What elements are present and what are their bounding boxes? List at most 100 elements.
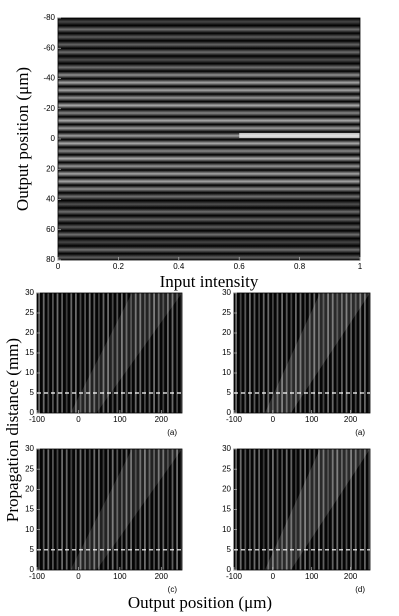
y-tick-label: 15: [25, 348, 34, 357]
heatmap-image: [37, 449, 182, 570]
stripe: [244, 449, 247, 570]
stripe: [79, 449, 82, 570]
stripe: [47, 293, 50, 413]
y-tick-label: 80: [46, 255, 55, 264]
stripe: [58, 162, 360, 170]
stripe: [121, 449, 123, 570]
stripe: [318, 293, 320, 413]
heatmap-image: [234, 449, 370, 570]
y-tick-label: 30: [25, 444, 34, 453]
y-tick-label: 10: [222, 368, 231, 377]
stripe: [58, 56, 360, 64]
stripe: [58, 147, 360, 155]
stripe: [258, 293, 260, 413]
stripe: [331, 449, 334, 570]
stripe: [276, 293, 279, 413]
stripe: [58, 215, 360, 224]
stripe: [267, 293, 270, 413]
stripe: [345, 449, 348, 570]
stripe: [58, 185, 360, 193]
x-tick-label: 0: [76, 415, 81, 424]
stripe: [153, 293, 155, 413]
y-tick-label: 10: [25, 368, 34, 377]
stripe: [285, 293, 288, 413]
stripe: [58, 200, 360, 208]
stripe: [318, 449, 320, 570]
stripe: [58, 109, 360, 117]
stripe: [58, 25, 360, 34]
panel-label: (a): [167, 428, 177, 437]
beam: [264, 449, 370, 570]
stripe: [364, 293, 366, 413]
stripe: [58, 116, 360, 125]
stripe: [107, 449, 109, 570]
stripe: [249, 293, 251, 413]
stripe: [116, 293, 119, 413]
y-tick-label: 40: [46, 195, 55, 204]
y-axis-label: Output position (μm): [13, 67, 32, 211]
x-axis-label: Input intensity: [160, 272, 259, 291]
highlight: [239, 132, 360, 138]
stripe: [58, 139, 360, 148]
stripe: [134, 449, 137, 570]
stripe: [58, 71, 360, 79]
stripe: [75, 293, 77, 413]
y-tick-label: 10: [222, 525, 231, 534]
stripe: [359, 293, 362, 413]
x-tick-label: 200: [155, 572, 169, 581]
stripe: [88, 293, 91, 413]
y-tick-label: 20: [222, 484, 231, 493]
x-tick-label: 100: [305, 415, 319, 424]
figure-x-label: Output position (μm): [128, 593, 272, 612]
stripe: [61, 293, 63, 413]
x-tick-label: 0: [271, 572, 276, 581]
stripe: [336, 449, 339, 570]
stripe: [125, 449, 128, 570]
y-tick-label: 25: [25, 308, 34, 317]
y-tick-label: 15: [222, 348, 231, 357]
stripe: [42, 449, 45, 570]
stripe: [65, 449, 68, 570]
stripe: [267, 449, 270, 570]
stripe: [58, 230, 360, 239]
stripe: [327, 449, 329, 570]
stripe: [327, 293, 329, 413]
stripe: [157, 449, 160, 570]
y-tick-label: 0: [30, 565, 35, 574]
stripe: [350, 449, 352, 570]
x-tick-label: 0: [271, 415, 276, 424]
stripe: [299, 293, 302, 413]
panel-label: (c): [168, 585, 178, 594]
stripe: [359, 449, 362, 570]
stripe: [58, 33, 360, 41]
stripe: [58, 63, 360, 72]
y-tick-label: 20: [25, 484, 34, 493]
stripe: [180, 293, 182, 413]
stripe: [98, 449, 100, 570]
figure-y-label: Propagation distance (mm): [3, 338, 22, 522]
stripe: [107, 293, 109, 413]
stripe: [84, 293, 86, 413]
stripe: [139, 449, 142, 570]
y-tick-label: 5: [227, 388, 232, 397]
stripe: [102, 293, 105, 413]
stripe: [88, 449, 91, 570]
y-tick-label: -60: [43, 43, 55, 52]
y-tick-label: 5: [30, 545, 35, 554]
stripe: [299, 449, 302, 570]
stripe: [308, 449, 311, 570]
stripe: [354, 293, 357, 413]
y-tick-label: 0: [51, 134, 56, 143]
stripe: [341, 293, 343, 413]
stripe: [272, 293, 274, 413]
stripe: [239, 293, 242, 413]
stripe: [56, 449, 59, 570]
y-tick-label: 20: [46, 164, 55, 173]
stripe: [56, 293, 59, 413]
stripe: [313, 449, 316, 570]
x-tick-label: 0: [76, 572, 81, 581]
stripe: [102, 449, 105, 570]
stripe: [70, 449, 73, 570]
